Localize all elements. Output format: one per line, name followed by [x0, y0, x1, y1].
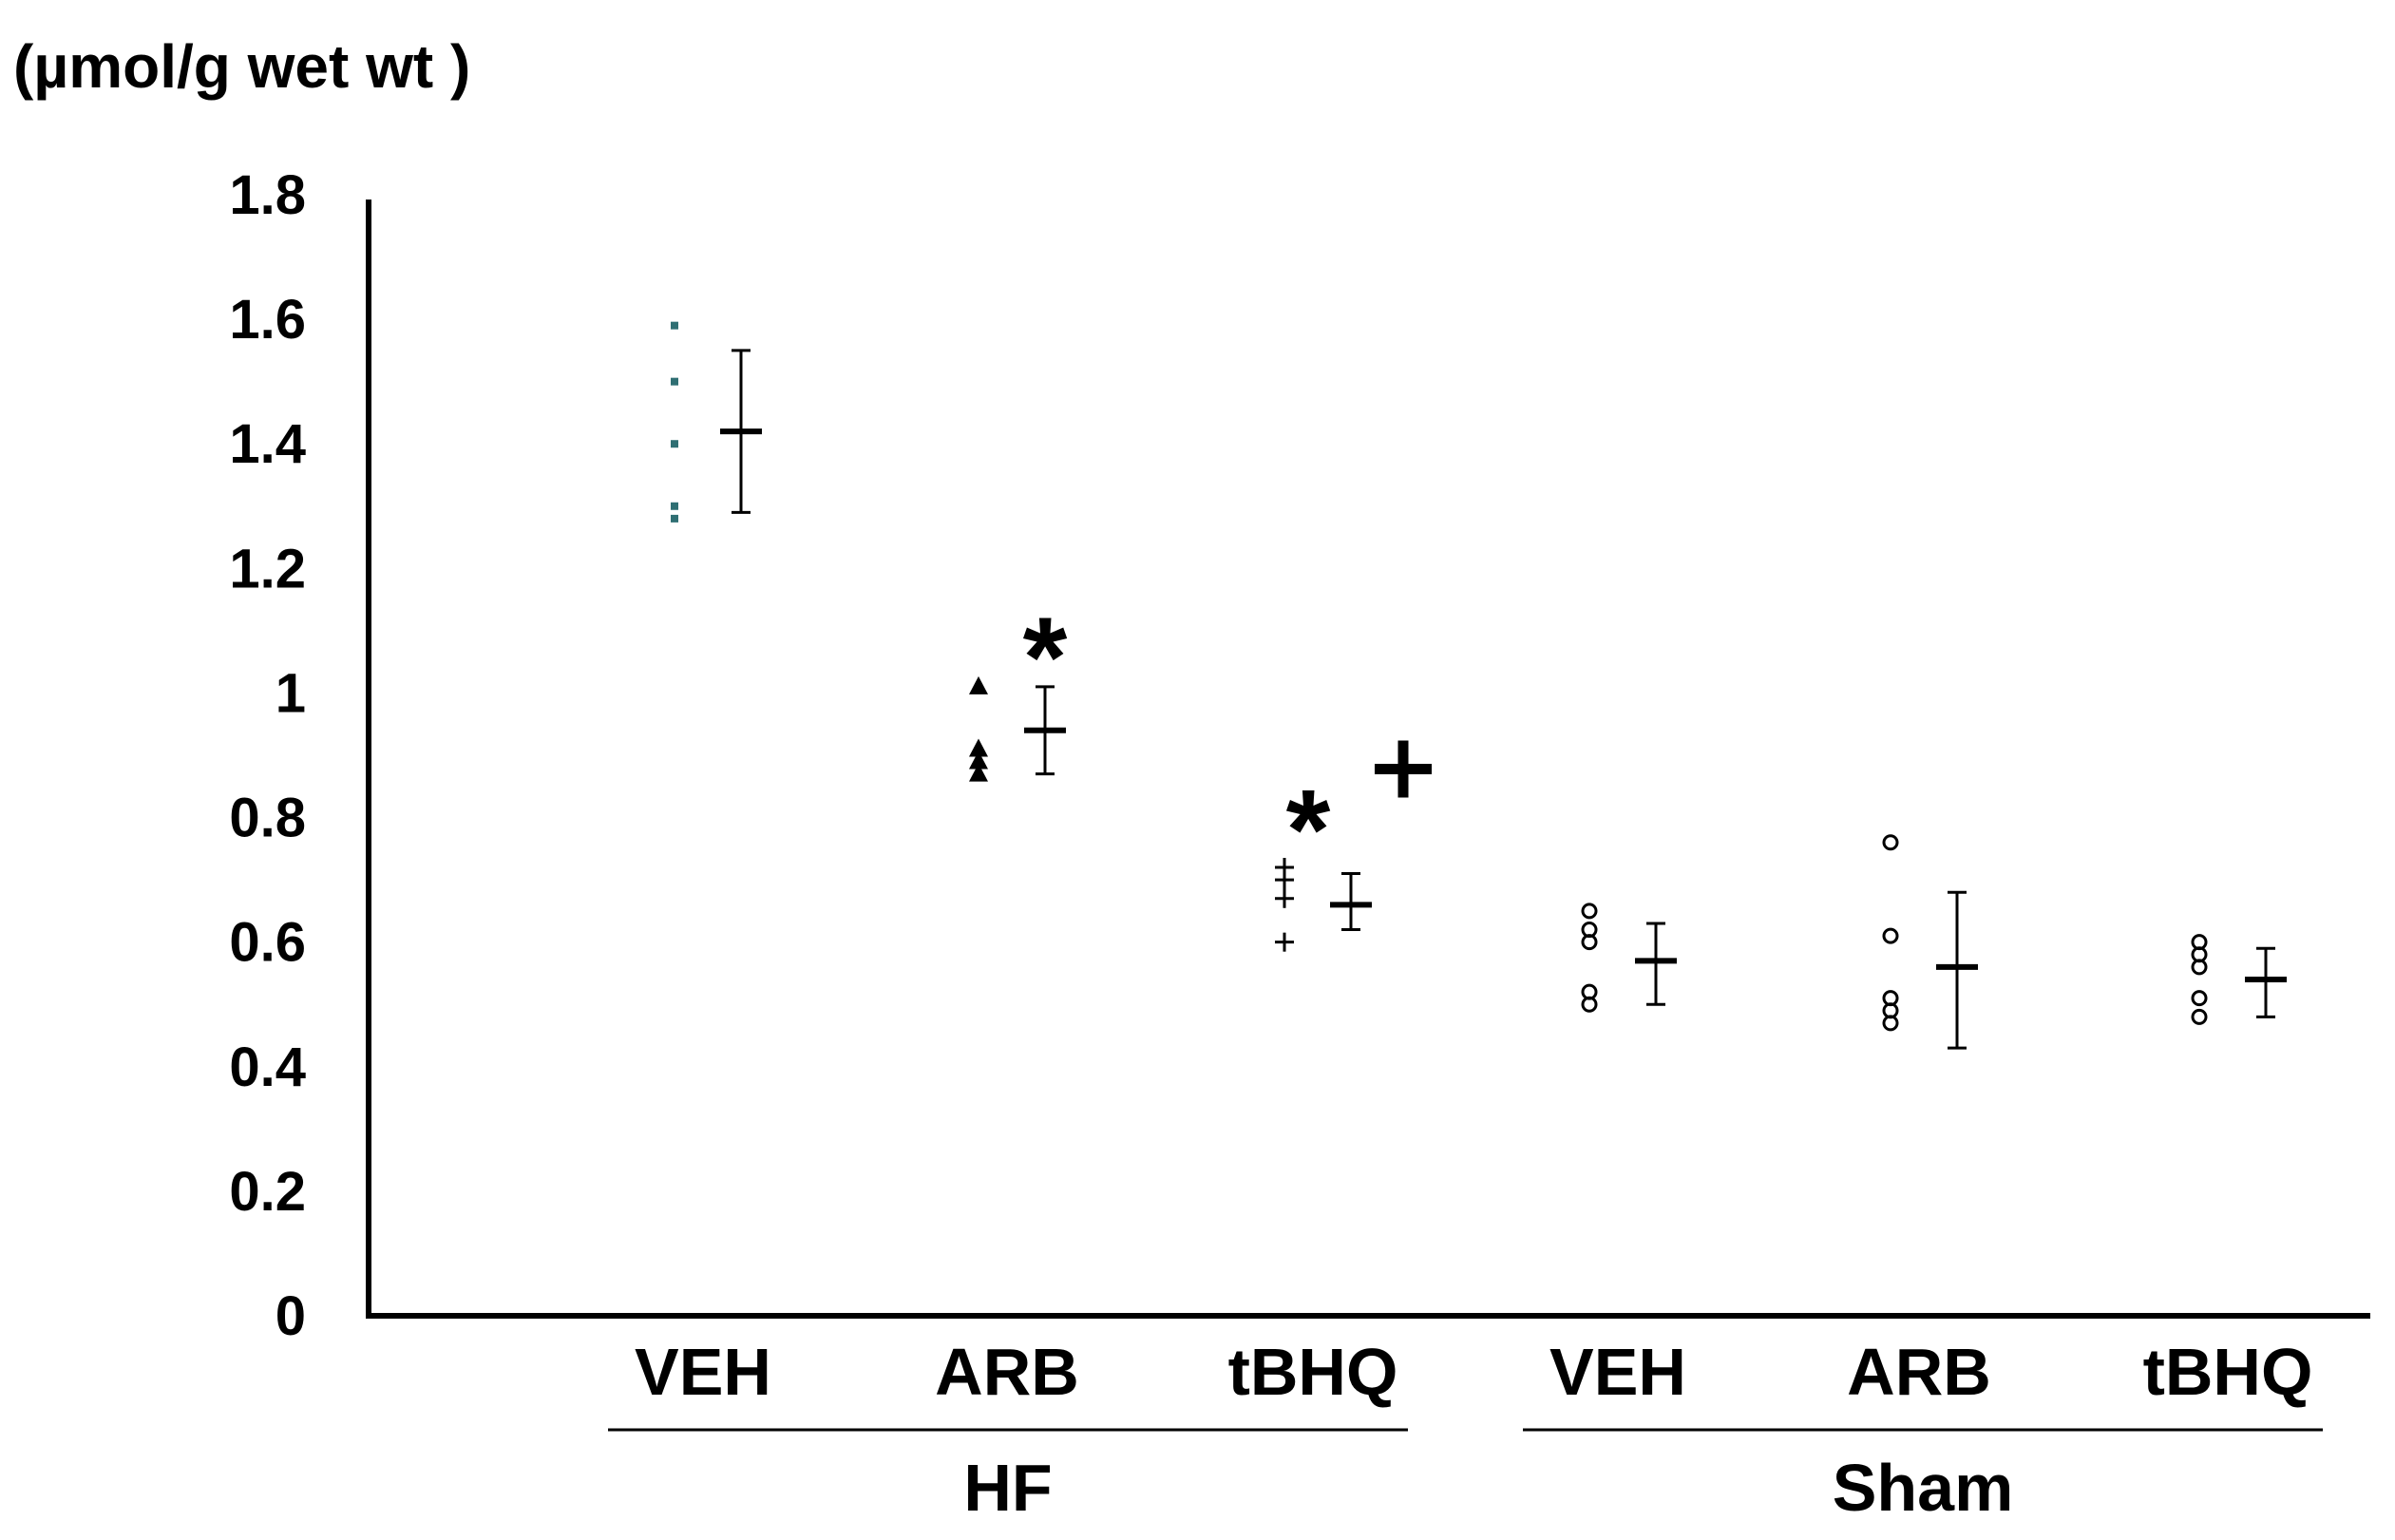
- data-point: [1275, 870, 1294, 890]
- data-point: [1882, 927, 1899, 944]
- mean-error-bar: [1330, 872, 1372, 932]
- y-tick-label: 0.8: [229, 788, 306, 849]
- significance-plus: [1375, 740, 1432, 798]
- data-point: [671, 377, 678, 386]
- axes: [366, 200, 2370, 1319]
- data-point: [969, 751, 988, 770]
- data-point: [1581, 996, 1598, 1013]
- series-hf-tbhq: *: [1275, 740, 1432, 952]
- y-tick-label: 1.4: [229, 413, 306, 475]
- data-marks: **: [671, 321, 2287, 1050]
- mean-error-bar: [1936, 890, 1978, 1050]
- data-point: [671, 440, 678, 448]
- series-sham-veh: [1581, 903, 1677, 1013]
- y-tick-label: 0.6: [229, 912, 306, 974]
- y-axis-label: (µmol/g wet wt ): [13, 32, 470, 101]
- mean-error-bar: [720, 349, 762, 514]
- data-point: [1581, 934, 1598, 951]
- y-tick-labels: 0 0.2 0.4 0.6 0.8 1 1.2 1.4 1.6 1.8: [229, 164, 306, 1347]
- data-point: [1882, 1015, 1899, 1032]
- y-tick-label: 1: [276, 662, 306, 724]
- data-point: [1882, 834, 1899, 851]
- data-point: [2191, 959, 2208, 976]
- series-hf-veh: [671, 321, 762, 523]
- y-tick-label: 1.2: [229, 538, 306, 599]
- x-category-labels: VEH ARB tBHQ VEH ARB tBHQ: [635, 1335, 2312, 1409]
- significance-asterisk: *: [1286, 767, 1331, 894]
- data-point: [671, 514, 678, 523]
- y-tick-label: 0.2: [229, 1161, 306, 1223]
- series-hf-arb: *: [969, 594, 1068, 782]
- data-point: [1581, 903, 1598, 920]
- series-sham-arb: [1882, 834, 1978, 1050]
- data-point: [2191, 1008, 2208, 1025]
- x-category-label: VEH: [1549, 1335, 1686, 1409]
- data-point: [2191, 990, 2208, 1007]
- y-tick-label: 1.8: [229, 164, 306, 226]
- data-point: [969, 763, 988, 782]
- x-category-label: ARB: [1847, 1335, 1991, 1409]
- y-tick-label: 0: [276, 1285, 306, 1347]
- data-point: [1275, 888, 1294, 908]
- series-sham-tbhq: [2191, 934, 2287, 1025]
- group-labels: HF Sham: [608, 1428, 2323, 1525]
- mean-error-bar: [1024, 685, 1066, 776]
- data-point: [671, 502, 678, 510]
- mean-error-bar: [2245, 946, 2287, 1018]
- group-label: Sham: [1833, 1451, 2014, 1525]
- y-tick-label: 0.4: [229, 1036, 306, 1098]
- mean-error-bar: [1635, 922, 1677, 1006]
- y-tick-label: 1.6: [229, 289, 306, 351]
- x-category-label: VEH: [635, 1335, 771, 1409]
- x-category-label: tBHQ: [1228, 1335, 1398, 1409]
- data-point: [1275, 932, 1294, 952]
- data-point: [969, 738, 988, 757]
- data-point: [969, 675, 988, 694]
- data-point: [671, 321, 678, 330]
- x-category-label: ARB: [935, 1335, 1079, 1409]
- group-label: HF: [963, 1451, 1052, 1525]
- significance-asterisk: *: [1023, 594, 1068, 721]
- x-category-label: tBHQ: [2143, 1335, 2313, 1409]
